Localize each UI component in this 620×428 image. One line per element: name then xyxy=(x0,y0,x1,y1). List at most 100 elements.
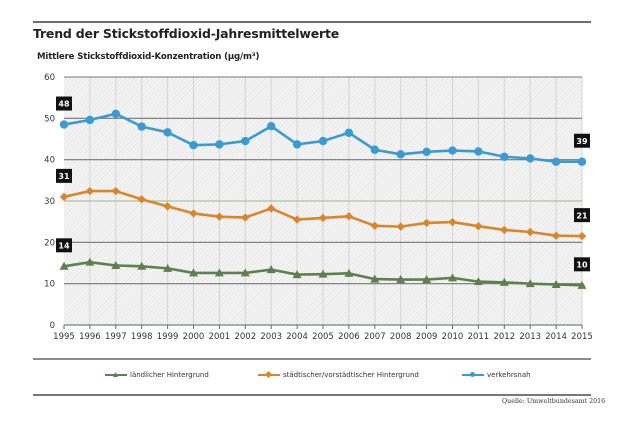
data-point xyxy=(267,204,276,213)
line-chart: 0 10 20 30 40 50 60 1995 1996 1997 1998 1999 2000 20… xyxy=(44,73,593,342)
data-point xyxy=(396,150,405,159)
series-1 xyxy=(59,186,587,241)
series-0 xyxy=(59,257,587,289)
data-label-box xyxy=(574,208,590,223)
data-point xyxy=(448,217,457,227)
data-point xyxy=(85,257,95,266)
series-layer xyxy=(59,109,587,289)
data-point xyxy=(318,269,328,278)
x-tick-label: 1996 xyxy=(79,332,101,342)
data-point xyxy=(526,154,535,163)
y-tick-label: 10 xyxy=(44,280,55,290)
data-point xyxy=(370,274,380,283)
data-point xyxy=(526,227,535,237)
data-point xyxy=(215,140,224,149)
data-label-box xyxy=(56,168,72,183)
data-point xyxy=(422,275,432,284)
data-point xyxy=(370,221,379,230)
y-tick-label: 30 xyxy=(44,197,55,207)
data-point xyxy=(396,275,406,284)
data-point xyxy=(473,277,483,286)
data-label-box xyxy=(574,133,590,148)
data-label-box xyxy=(56,238,72,253)
data-label: 31 xyxy=(58,172,70,181)
data-point xyxy=(267,121,276,131)
series-2 xyxy=(59,109,587,166)
legend-swatch-rural xyxy=(105,372,127,377)
data-point xyxy=(163,202,172,211)
x-tick-label: 2005 xyxy=(312,332,334,342)
y-tick-label: 40 xyxy=(44,156,55,166)
data-point xyxy=(448,273,457,282)
x-tick-label: 1998 xyxy=(131,332,153,342)
bottom-rule xyxy=(33,394,591,396)
y-tick-label: 0 xyxy=(50,321,55,331)
data-point xyxy=(525,279,535,288)
x-tick-label: 2015 xyxy=(571,332,593,342)
legend-label-traffic: verkehrsnah xyxy=(487,371,531,379)
data-point xyxy=(577,231,587,241)
data-point xyxy=(344,128,354,137)
data-point xyxy=(137,195,146,204)
data-label: 10 xyxy=(576,261,588,270)
data-point xyxy=(163,263,173,272)
top-rule xyxy=(33,21,591,23)
data-point xyxy=(163,128,172,137)
data-point xyxy=(137,261,147,270)
data-point xyxy=(318,213,328,223)
data-point xyxy=(189,209,198,218)
data-point xyxy=(344,212,354,221)
data-point xyxy=(59,192,69,202)
data-point xyxy=(499,277,509,286)
data-point xyxy=(318,136,328,146)
data-point xyxy=(111,186,120,196)
data-point xyxy=(111,109,121,118)
data-point xyxy=(370,145,379,154)
data-point xyxy=(577,280,587,289)
data-label: 39 xyxy=(576,137,588,146)
data-point xyxy=(551,157,561,166)
x-tick-label: 1997 xyxy=(105,332,127,342)
data-label: 48 xyxy=(58,100,70,109)
data-point xyxy=(241,213,250,222)
data-point xyxy=(215,212,224,221)
legend-item-traffic: verkehrsnah xyxy=(462,371,531,379)
data-point xyxy=(85,115,95,125)
legend-label-rural: ländlicher Hintergrund xyxy=(130,371,209,379)
data-point xyxy=(396,222,405,231)
legend-item-urban: städtischer/vorstädtischer Hintergrund xyxy=(258,370,419,379)
x-tick-label: 2003 xyxy=(260,332,282,342)
x-tick-label: 2012 xyxy=(493,332,515,342)
legend-item-rural: ländlicher Hintergrund xyxy=(105,371,209,379)
legend-label-urban: städtischer/vorstädtischer Hintergrund xyxy=(283,371,419,379)
data-point xyxy=(551,279,561,288)
data-point xyxy=(551,231,561,240)
x-tick-label: 2011 xyxy=(468,332,490,342)
data-point xyxy=(189,268,198,277)
data-point xyxy=(59,120,69,129)
x-tick-label: 2007 xyxy=(364,332,386,342)
x-tick-label: 2010 xyxy=(442,332,464,342)
x-tick-label: 2006 xyxy=(338,332,360,342)
x-tick-label: 2002 xyxy=(234,332,256,342)
x-tick-label: 2004 xyxy=(286,332,308,342)
horizontal-gridlines xyxy=(64,76,582,326)
data-point xyxy=(422,218,431,228)
y-tick-label: 50 xyxy=(44,114,55,124)
y-axis-title: Mittlere Stickstoffdioxid-Konzentration … xyxy=(37,52,260,62)
source-note: Quelle: Umweltbundesamt 2016 xyxy=(502,398,606,405)
data-label-box xyxy=(56,96,72,111)
data-point xyxy=(344,268,354,277)
data-point xyxy=(214,268,224,277)
data-point xyxy=(448,146,457,155)
chart-title: Trend der Stickstoffdioxid-Jahresmittelw… xyxy=(33,26,340,41)
x-tick-label: 1999 xyxy=(157,332,179,342)
data-point xyxy=(474,147,483,156)
data-point xyxy=(500,152,509,161)
data-point xyxy=(240,268,250,277)
data-labels: 14 10 31 21 48 39 xyxy=(56,96,590,272)
x-tick-label: 2009 xyxy=(416,332,438,342)
data-point xyxy=(189,141,198,150)
x-tick-label: 2000 xyxy=(183,332,205,342)
data-point xyxy=(292,140,302,149)
